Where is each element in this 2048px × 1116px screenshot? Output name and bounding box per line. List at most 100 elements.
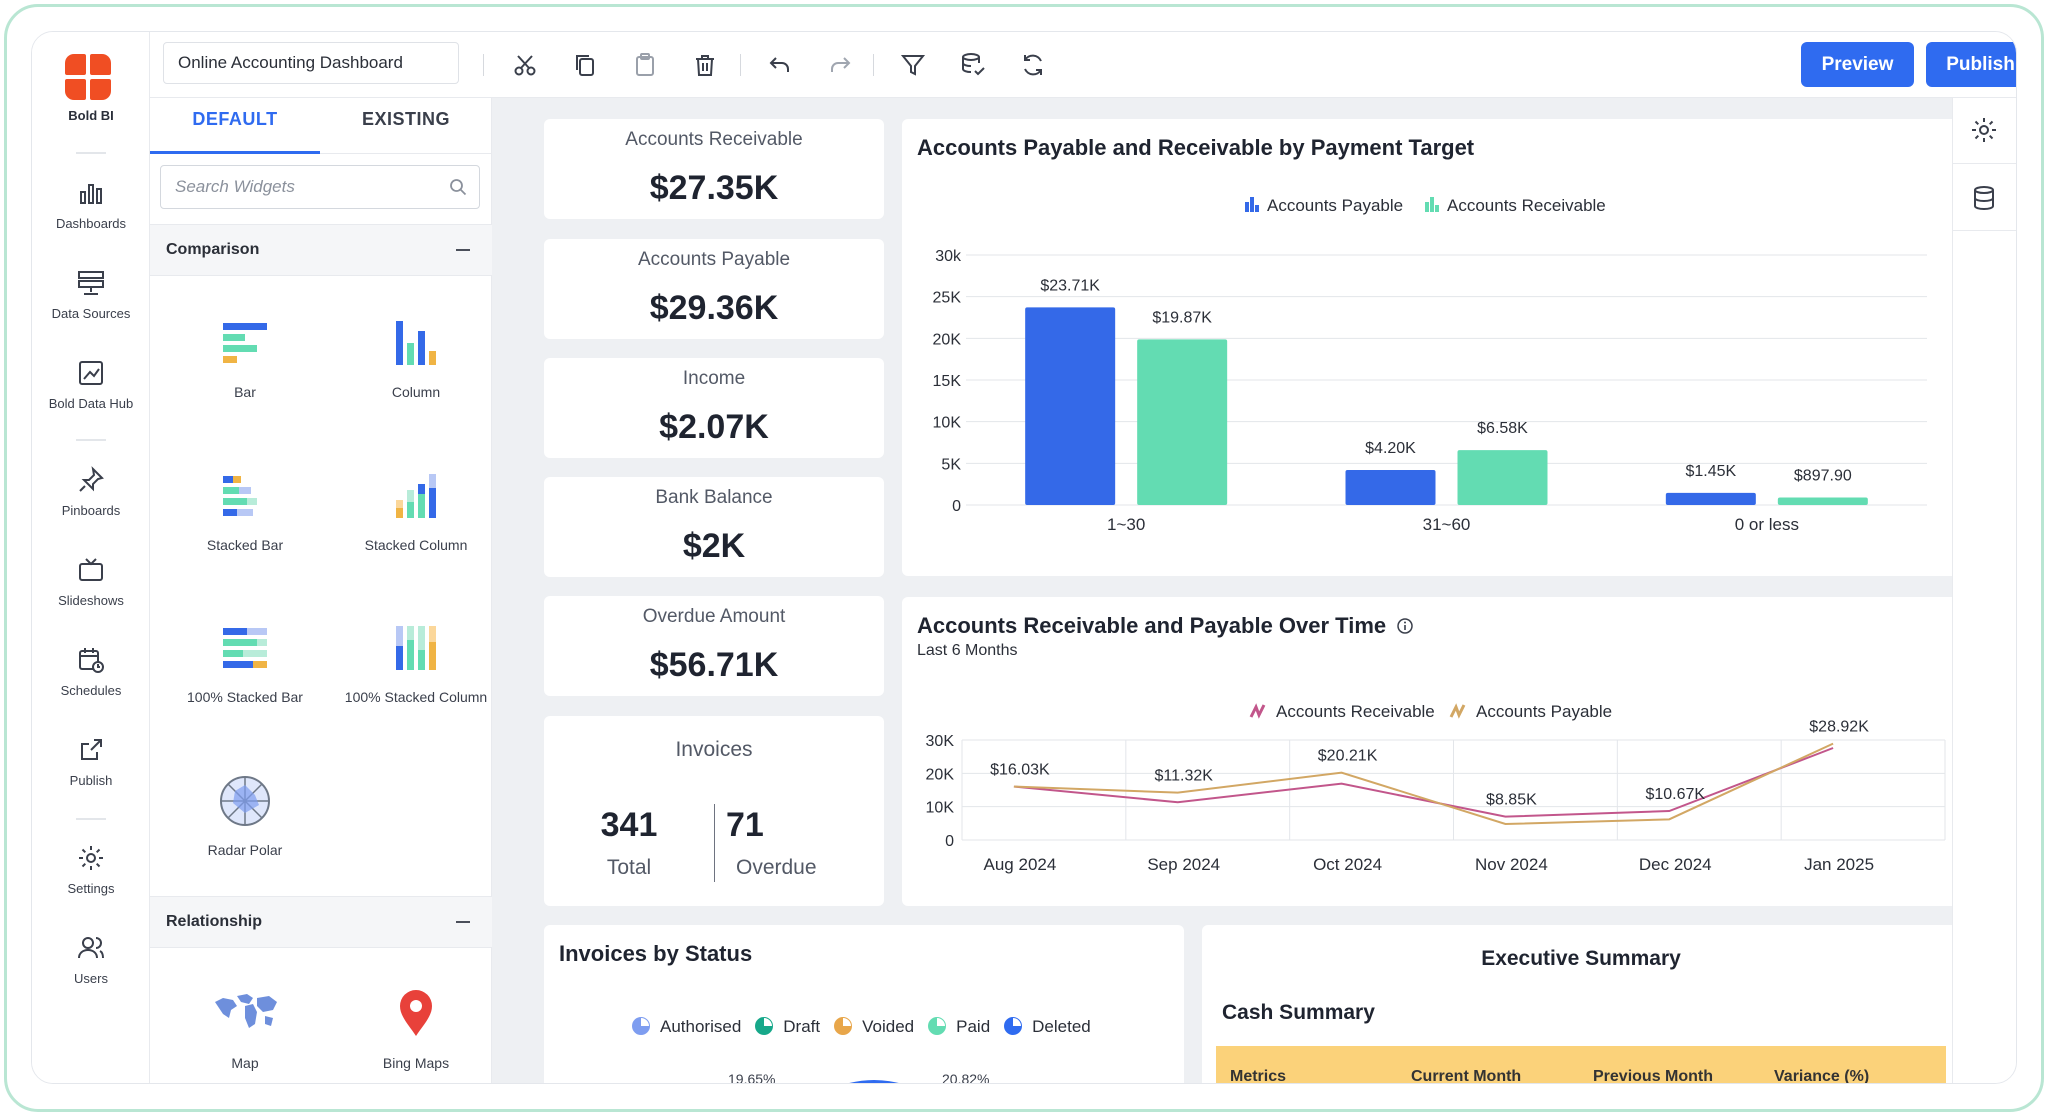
invoices-by-status-card[interactable]: Invoices by Status Authorised Draft Voided… bbox=[544, 925, 1184, 1083]
kpi-card-invoices[interactable]: Invoices 341 Total 71 Overdue bbox=[544, 716, 884, 906]
widget-column[interactable]: Column bbox=[341, 315, 491, 401]
status-legend-item[interactable]: Draft bbox=[755, 1017, 820, 1036]
widget-bing-maps[interactable]: Bing Maps bbox=[341, 986, 491, 1072]
widget-bar[interactable]: Bar bbox=[170, 315, 320, 401]
data-settings-button[interactable] bbox=[959, 51, 987, 79]
paste-button[interactable] bbox=[631, 51, 659, 79]
collapse-icon[interactable] bbox=[456, 921, 470, 923]
refresh-button[interactable] bbox=[1019, 51, 1047, 79]
legend-pie-icon bbox=[632, 1017, 650, 1035]
kpi-title: Bank Balance bbox=[655, 487, 773, 508]
nav-pinboards[interactable]: Pinboards bbox=[32, 465, 150, 518]
pin-icon bbox=[79, 466, 104, 492]
widget-stacked-bar[interactable]: Stacked Bar bbox=[170, 468, 320, 554]
search-widgets-input[interactable]: Search Widgets bbox=[160, 165, 480, 209]
copy-icon bbox=[576, 55, 594, 76]
legend-label: Accounts Payable bbox=[1267, 196, 1403, 215]
bold-bi-logo[interactable] bbox=[65, 54, 111, 100]
widget-panel-tabs: DEFAULT EXISTING bbox=[150, 98, 492, 154]
x-tick-label: Dec 2024 bbox=[1639, 855, 1712, 874]
redo-button[interactable] bbox=[826, 51, 854, 79]
y-tick-label: 10K bbox=[933, 415, 962, 432]
nav-schedules[interactable]: Schedules bbox=[32, 645, 150, 698]
nav-settings[interactable]: Settings bbox=[32, 843, 150, 896]
trash-icon bbox=[696, 55, 714, 76]
donut-chart-edge bbox=[849, 1080, 899, 1083]
executive-summary-card[interactable]: Executive Summary Cash Summary Metrics C… bbox=[1202, 925, 1960, 1083]
widget-radar-polar[interactable]: Radar Polar bbox=[170, 773, 320, 859]
publish-icon bbox=[81, 739, 102, 760]
publish-button[interactable]: Publish bbox=[1926, 42, 2016, 87]
rail-divider bbox=[76, 152, 106, 154]
line-chart-subtitle: Last 6 Months bbox=[917, 642, 1018, 659]
kpi-card-bank-balance[interactable]: Bank Balance $2K bbox=[544, 477, 884, 577]
kpi-card-overdue[interactable]: Overdue Amount $56.71K bbox=[544, 596, 884, 696]
y-tick-label: 0 bbox=[952, 498, 961, 515]
widget-100-stacked-bar[interactable]: 100% Stacked Bar bbox=[170, 620, 320, 706]
users-icon bbox=[78, 937, 104, 959]
kpi-card-receivable[interactable]: Accounts Receivable $27.35K bbox=[544, 119, 884, 219]
collapse-icon[interactable] bbox=[456, 249, 470, 251]
section-comparison[interactable]: Comparison bbox=[150, 224, 492, 276]
widget-column-label: Column bbox=[391, 384, 441, 400]
kpi-card-payable[interactable]: Accounts Payable $29.36K bbox=[544, 239, 884, 339]
dashboard-canvas: Accounts Receivable $27.35K Accounts Pay… bbox=[492, 98, 1960, 1083]
nav-publish[interactable]: Publish bbox=[32, 735, 150, 788]
status-legend-item[interactable]: Deleted bbox=[1004, 1017, 1091, 1036]
dashboard-title-input[interactable]: Online Accounting Dashboard bbox=[163, 42, 459, 84]
cut-button[interactable] bbox=[511, 51, 539, 79]
invoices-status-title: Invoices by Status bbox=[559, 941, 753, 966]
status-legend-item[interactable]: Authorised bbox=[632, 1017, 741, 1036]
delete-button[interactable] bbox=[691, 51, 719, 79]
payable-receivable-bar-card[interactable]: Accounts Payable and Receivable by Payme… bbox=[902, 119, 1960, 576]
brand-name: Bold BI bbox=[68, 108, 114, 123]
rail-divider bbox=[1953, 163, 2016, 164]
undo-button[interactable] bbox=[766, 51, 794, 79]
bar-data-label: $897.90 bbox=[1794, 468, 1852, 485]
section-comparison-label: Comparison bbox=[166, 241, 260, 258]
nav-data-sources[interactable]: Data Sources bbox=[32, 268, 150, 321]
widget-100-stacked-column[interactable]: 100% Stacked Column bbox=[341, 620, 491, 706]
tab-default[interactable]: DEFAULT bbox=[150, 98, 320, 154]
widget-bing-maps-label: Bing Maps bbox=[382, 1055, 450, 1071]
tab-existing[interactable]: EXISTING bbox=[361, 109, 450, 129]
bar-data-label: $23.71K bbox=[1040, 277, 1100, 294]
bar-payable bbox=[1665, 492, 1756, 505]
cash-summary-table-header: Metrics Current Month Previous Month Var… bbox=[1216, 1046, 1946, 1083]
status-legend-item[interactable]: Voided bbox=[834, 1017, 914, 1036]
nav-slideshows[interactable]: Slideshows bbox=[32, 555, 150, 608]
status-legend-item[interactable]: Paid bbox=[928, 1017, 990, 1036]
bar-data-label: $19.87K bbox=[1152, 309, 1212, 326]
database-icon[interactable] bbox=[1969, 183, 1999, 213]
legend-label: Accounts Payable bbox=[1476, 702, 1612, 721]
nav-pinboards-label: Pinboards bbox=[61, 503, 121, 518]
widget-map[interactable]: Map bbox=[170, 986, 320, 1072]
x-tick-label: Sep 2024 bbox=[1147, 855, 1220, 874]
rail-divider bbox=[1953, 230, 2016, 231]
settings-gear-icon[interactable] bbox=[1969, 115, 1999, 145]
status-legend-label: Deleted bbox=[1032, 1017, 1091, 1036]
100-stacked-bar-icon bbox=[223, 628, 267, 668]
kpi-card-income[interactable]: Income $2.07K bbox=[544, 358, 884, 458]
widget-radar-polar-label: Radar Polar bbox=[207, 842, 283, 858]
section-relationship[interactable]: Relationship bbox=[150, 896, 492, 948]
receivable-payable-line-card[interactable]: Accounts Receivable and Payable Over Tim… bbox=[902, 597, 1960, 906]
widget-stacked-column-label: Stacked Column bbox=[364, 537, 468, 553]
copy-button[interactable] bbox=[571, 51, 599, 79]
widget-stacked-column[interactable]: Stacked Column bbox=[341, 468, 491, 554]
y-tick-label: 15K bbox=[933, 373, 962, 390]
toolbar-separator bbox=[873, 54, 874, 76]
info-icon[interactable] bbox=[1396, 617, 1414, 635]
line-chart: Accounts Receivable Accounts Payable 0 10K 2… bbox=[926, 702, 1946, 874]
nav-dashboards[interactable]: Dashboards bbox=[32, 178, 150, 231]
nav-data-hub[interactable]: Bold Data Hub bbox=[32, 358, 150, 411]
legend-label: Accounts Receivable bbox=[1447, 196, 1606, 215]
nav-users[interactable]: Users bbox=[32, 933, 150, 986]
bar-data-label: $1.45K bbox=[1685, 463, 1736, 480]
toolbar-separator bbox=[740, 54, 741, 76]
toolbar-separator bbox=[483, 54, 484, 76]
filter-button[interactable] bbox=[899, 51, 927, 79]
invoices-total-label: Total bbox=[606, 856, 652, 879]
x-tick-label: 31~60 bbox=[1423, 515, 1471, 534]
preview-button[interactable]: Preview bbox=[1801, 42, 1914, 87]
